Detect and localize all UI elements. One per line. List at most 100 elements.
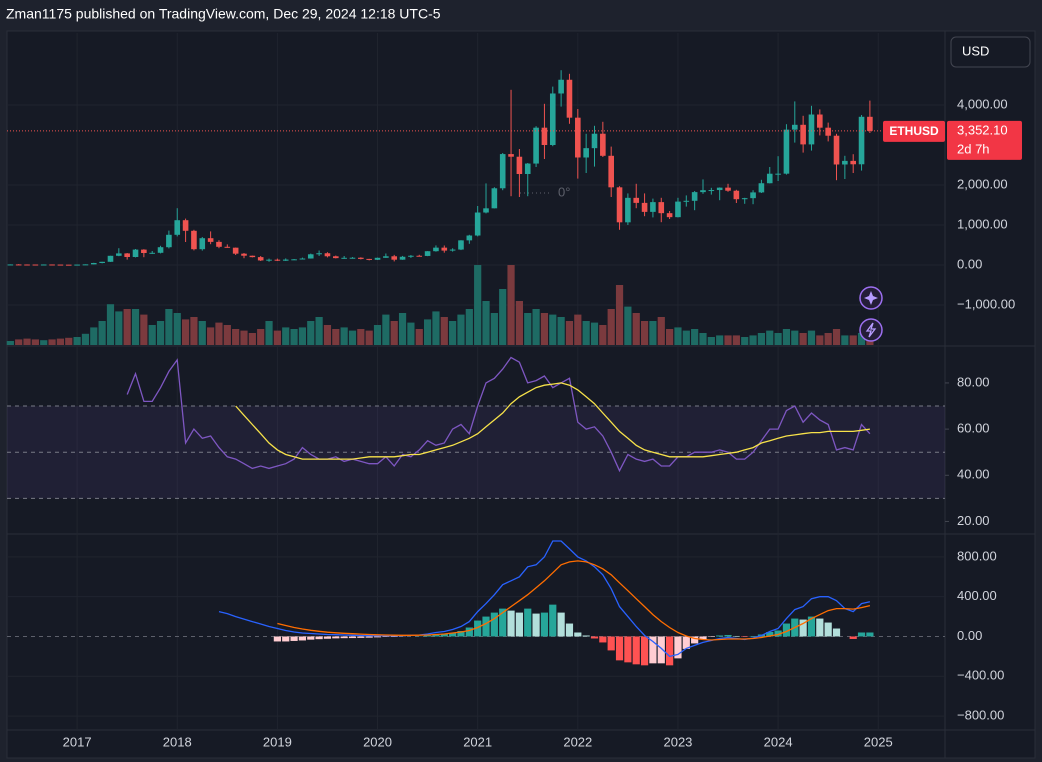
histogram-bar (607, 636, 615, 651)
candle-body (374, 257, 381, 260)
volume-bar (115, 311, 123, 345)
candle-body (7, 264, 14, 266)
histogram-bar (457, 631, 465, 637)
candle-body (216, 241, 222, 247)
icon-bolt (865, 322, 877, 338)
volume-bar (832, 329, 841, 345)
x-tick-label: 2018 (163, 734, 192, 749)
histogram-bar (365, 636, 373, 638)
currency-label[interactable]: USD (962, 43, 989, 58)
indicator-line (126, 356, 871, 473)
histogram-bar (691, 636, 699, 644)
candle-body (700, 190, 706, 193)
histogram-bar (373, 636, 382, 638)
histogram-bar (357, 636, 365, 638)
candle-body (441, 247, 448, 251)
histogram-bar (482, 616, 490, 637)
y-tick-label: 80.00 (957, 374, 990, 389)
volume-bar (716, 335, 724, 345)
y-tick-label: −1,000.00 (957, 296, 1015, 311)
symbol-label: ETHUSD (889, 124, 939, 138)
volume-bar (507, 265, 515, 345)
volume-bar (98, 321, 106, 345)
volume-bar (549, 314, 557, 345)
histogram-bar (649, 636, 657, 664)
candle-body (633, 197, 640, 203)
volume-bar (232, 329, 240, 345)
volume-bar (532, 309, 540, 345)
volume-bar (799, 333, 807, 345)
icon-button[interactable] (859, 318, 883, 342)
volume-bar (841, 335, 849, 345)
volume-bar (599, 325, 607, 345)
candle-body (249, 255, 256, 258)
candle-body (466, 235, 473, 241)
histogram-bar (524, 608, 532, 637)
volume-bar (265, 321, 273, 345)
volume-bar (749, 335, 757, 345)
volume-bar (574, 314, 582, 345)
volume-bar (490, 313, 498, 345)
candle-body (474, 212, 481, 236)
histogram-bar (507, 610, 515, 637)
candle-body (49, 264, 55, 266)
volume-bar (615, 285, 624, 345)
histogram-bar (632, 636, 640, 665)
candle-body (182, 220, 189, 231)
volume-bar (398, 313, 407, 345)
candle-body (549, 93, 556, 145)
y-tick-label: 400.00 (957, 588, 997, 603)
histogram-bar (824, 622, 832, 637)
histogram-bar (307, 636, 315, 640)
volume-bar (348, 330, 357, 345)
histogram-bar (515, 612, 523, 637)
volume-bar (691, 329, 699, 345)
histogram-bar (590, 636, 599, 639)
volume-bar (90, 327, 98, 345)
histogram-bar (624, 636, 632, 663)
y-tick-label: 4,000.00 (957, 96, 1008, 111)
x-tick-label: 2020 (363, 734, 392, 749)
histogram-bar (774, 630, 782, 637)
volume-bar (432, 311, 440, 345)
candle-body (499, 154, 506, 189)
volume-bar (415, 329, 423, 345)
plot-layer: 2017 2018 2019 2020 2021 2022 2023 2024 2025 4,00… (6, 33, 1022, 749)
volume-bar (81, 333, 90, 345)
volume-bar (482, 301, 490, 345)
candle-body (416, 255, 423, 257)
volume-bar (123, 309, 131, 345)
volume-bar (849, 335, 857, 345)
volume-bar (766, 330, 774, 345)
volume-bar (165, 309, 173, 345)
candle-body (124, 253, 130, 257)
volume-bar (607, 309, 615, 345)
candle-body (383, 256, 389, 258)
price-badge (947, 120, 1022, 160)
currency-button[interactable] (950, 36, 1031, 68)
volume-bar (657, 317, 665, 345)
volume-bar (215, 322, 223, 345)
x-tick-label: 2025 (864, 734, 893, 749)
candle-body (516, 156, 523, 174)
candle-body (800, 124, 806, 145)
y-tick-label: 40.00 (957, 467, 990, 482)
candle-body (107, 255, 114, 262)
histogram-bar (766, 632, 774, 637)
volume-bar (457, 314, 465, 345)
histogram-bar (474, 620, 482, 637)
volume-bar (373, 325, 382, 345)
candle-body (40, 264, 47, 266)
candle-body (141, 249, 147, 253)
volume-bar (624, 306, 632, 345)
volume-bar (23, 338, 31, 345)
header-title: Zman1175 published on TradingView.com, D… (6, 6, 441, 22)
candle-body (324, 253, 331, 257)
candle-body (842, 160, 848, 165)
volume-bar (248, 333, 256, 345)
volume-bar (148, 325, 156, 345)
candle-body (867, 116, 873, 131)
candle-body (708, 190, 715, 192)
candle-body (90, 263, 97, 265)
y-tick-label: 60.00 (957, 421, 990, 436)
